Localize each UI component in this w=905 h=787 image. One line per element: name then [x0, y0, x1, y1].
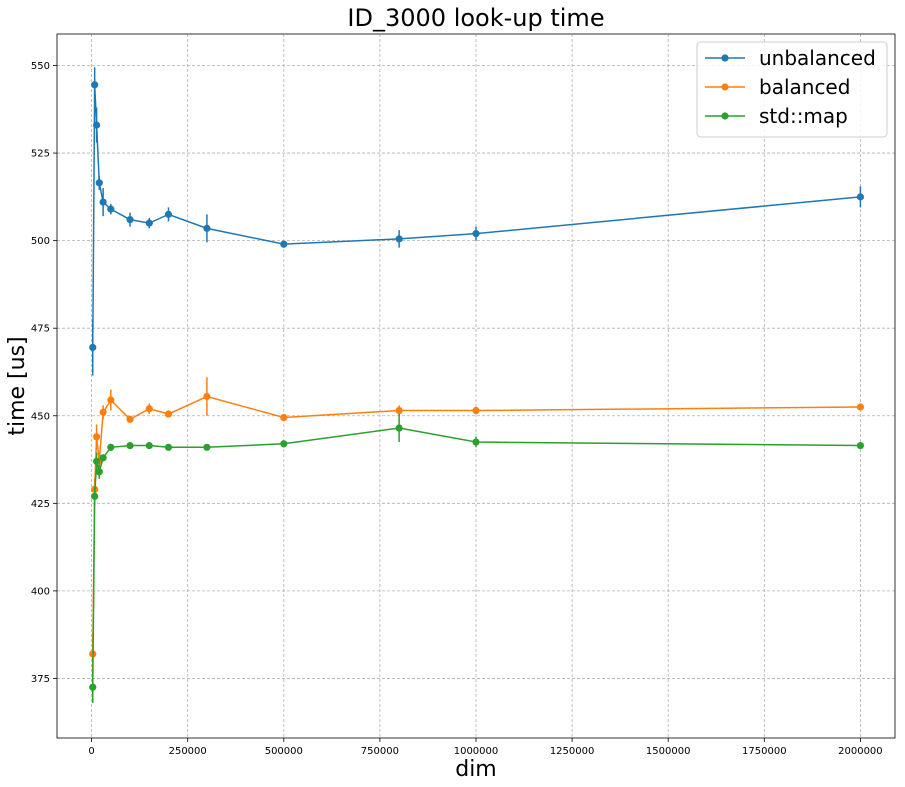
legend-label-balanced: balanced	[759, 75, 850, 99]
y-tick-label: 450	[31, 411, 50, 422]
data-point	[107, 205, 115, 213]
chart-title: ID_3000 look-up time	[347, 4, 604, 32]
x-tick-label: 1750000	[742, 746, 787, 757]
legend-marker-unbalanced	[721, 54, 729, 62]
data-point	[91, 81, 99, 89]
data-point	[164, 410, 173, 418]
x-tick-label: 2000000	[838, 746, 883, 757]
data-point	[203, 224, 211, 232]
data-point	[280, 413, 288, 422]
x-tick-label: 1000000	[454, 746, 499, 757]
data-point	[395, 406, 403, 415]
data-point	[472, 406, 480, 415]
data-point	[472, 230, 480, 238]
data-point	[92, 121, 101, 129]
series-layer	[89, 67, 865, 703]
data-point	[280, 240, 288, 248]
data-point	[395, 235, 403, 243]
data-point	[107, 396, 115, 404]
data-point	[89, 343, 97, 352]
x-tick-label: 500000	[265, 746, 303, 757]
data-point	[92, 457, 101, 465]
data-point	[89, 683, 97, 691]
data-point	[472, 438, 480, 446]
y-tick-label: 475	[31, 324, 50, 335]
data-point	[203, 392, 211, 401]
grid-lines	[57, 34, 895, 738]
y-axis-label: time [us]	[5, 336, 30, 435]
data-point	[107, 443, 115, 451]
x-tick-label: 0	[88, 746, 94, 757]
legend-label-unbalanced: unbalanced	[759, 46, 876, 70]
data-point	[164, 443, 173, 451]
y-tick-label: 525	[31, 149, 50, 160]
data-point	[126, 216, 134, 224]
axis-ticks: 0 250000 500000 750000 1000000 1250000 1500000…	[31, 61, 883, 757]
x-tick-label: 1250000	[550, 746, 595, 757]
legend-label-std-map: std::map	[759, 104, 848, 128]
y-tick-label: 550	[31, 61, 50, 72]
legend-marker-balanced	[721, 83, 729, 91]
data-point	[203, 443, 211, 451]
data-point	[126, 415, 134, 423]
data-point	[99, 454, 107, 462]
y-tick-label: 500	[31, 236, 50, 247]
x-tick-label: 250000	[169, 746, 207, 757]
data-point	[856, 193, 865, 201]
data-point	[145, 441, 153, 450]
legend-box	[696, 41, 888, 138]
x-tick-label: 1500000	[646, 746, 691, 757]
series-unbalanced	[89, 67, 865, 376]
data-point	[91, 492, 99, 500]
y-tick-label: 375	[31, 674, 50, 685]
data-point	[145, 405, 153, 413]
y-tick-label: 400	[31, 586, 50, 597]
data-point	[145, 219, 153, 227]
data-point	[99, 408, 107, 416]
data-point	[856, 403, 865, 411]
data-point	[856, 441, 865, 450]
data-point	[92, 433, 101, 441]
data-point	[99, 198, 107, 206]
series-balanced	[89, 377, 865, 675]
x-axis-label: dim	[455, 757, 497, 782]
data-point	[95, 179, 103, 187]
data-point	[164, 210, 173, 218]
y-tick-label: 425	[31, 499, 50, 510]
x-tick-label: 750000	[361, 746, 399, 757]
data-point	[126, 441, 134, 450]
series-std-map	[89, 414, 865, 703]
data-point	[95, 468, 103, 476]
legend-marker-std-map	[721, 112, 729, 120]
data-point	[280, 440, 288, 448]
data-point	[395, 424, 403, 432]
